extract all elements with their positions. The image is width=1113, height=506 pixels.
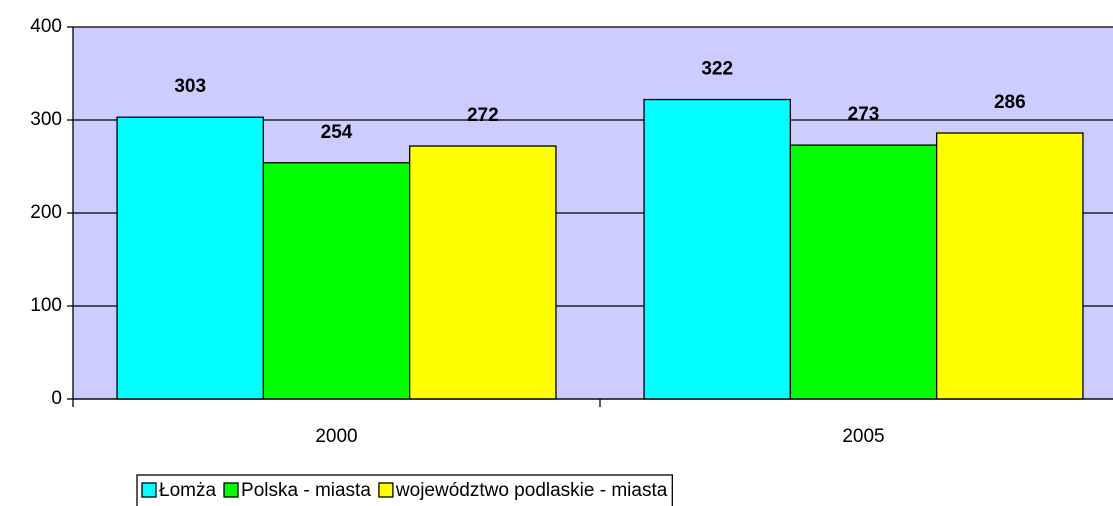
bar [643,98,791,400]
bar [116,116,265,400]
y-tick-label: 200 [30,202,62,223]
x-tick-label: 2005 [842,426,884,447]
legend: Łomża Polska - miasta województwo podlaski… [136,474,673,506]
bar [262,162,411,400]
y-tick-label: 300 [30,109,62,130]
value-label: 303 [174,76,206,97]
y-tick-label: 100 [30,295,62,316]
bar [789,144,938,400]
legend-label: województwo podlaskie - miasta [395,480,668,501]
legend-label: Polska - miasta [241,480,371,501]
legend-swatch [223,482,239,498]
value-label: 286 [994,92,1026,113]
value-label: 272 [467,105,499,126]
value-label: 322 [701,59,733,80]
y-tick-label: 400 [30,16,62,37]
x-tick-label: 2000 [315,426,357,447]
legend-label: Łomża [159,480,216,501]
legend-swatch [141,482,157,498]
value-label: 273 [848,104,880,125]
value-label: 254 [321,122,353,143]
y-tick-label: 0 [51,388,62,409]
bar [936,132,1084,400]
legend-swatch [378,482,394,498]
bar [408,145,557,400]
